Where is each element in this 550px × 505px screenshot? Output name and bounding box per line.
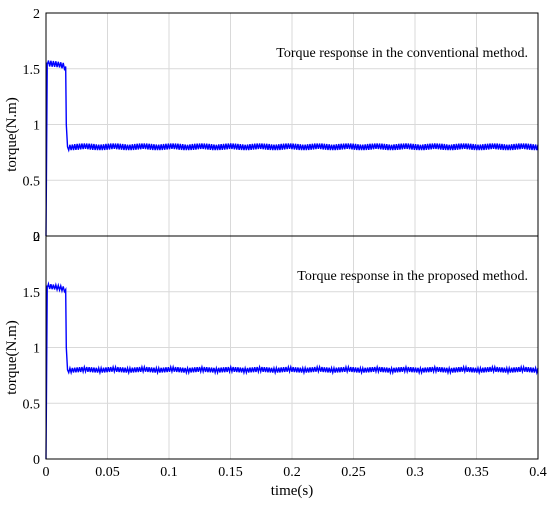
x-tick-label: 0 [43, 465, 50, 480]
y-tick-label: 1 [33, 342, 40, 357]
x-tick-label: 0.15 [218, 465, 243, 480]
y-tick-label: 2 [33, 7, 40, 22]
torque-series-line [45, 281, 539, 460]
x-tick-label: 0.2 [283, 465, 301, 480]
y-tick-label: 1 [33, 119, 40, 134]
y-tick-label: 0.5 [23, 174, 41, 189]
y-axis-label: torque(N.m) [4, 320, 20, 395]
y-tick-label: 2 [33, 230, 40, 245]
y-tick-label: 1.5 [23, 286, 41, 301]
x-tick-label: 0.25 [341, 465, 366, 480]
x-tick-label: 0.05 [95, 465, 120, 480]
panel-annotation: Torque response in the proposed method. [297, 269, 528, 284]
x-tick-label: 0.3 [406, 465, 424, 480]
panel-annotation: Torque response in the conventional meth… [276, 46, 528, 61]
conventional-torque-panel: 0 0.5 1 1.5 2 torque(N.m) Torque response in t… [4, 7, 539, 245]
y-tick-label: 0 [33, 453, 40, 468]
plot-frame [45, 235, 539, 460]
proposed-torque-panel: 00.511.520 0.05 0.1 0.15 0.2 0.25 0.3 0.35 0.4to… [4, 230, 547, 499]
y-tick-label: 1.5 [23, 63, 41, 78]
x-tick-label: 0.4 [529, 465, 547, 480]
y-tick-label: 0.5 [23, 397, 41, 412]
y-axis-label: torque(N.m) [4, 97, 20, 172]
x-tick-label: 0.35 [464, 465, 489, 480]
torque-series-line [45, 60, 539, 237]
x-tick-label: 0.1 [160, 465, 178, 480]
x-axis-label: time(s) [271, 483, 314, 499]
y-tick-label: 0 [33, 230, 40, 245]
